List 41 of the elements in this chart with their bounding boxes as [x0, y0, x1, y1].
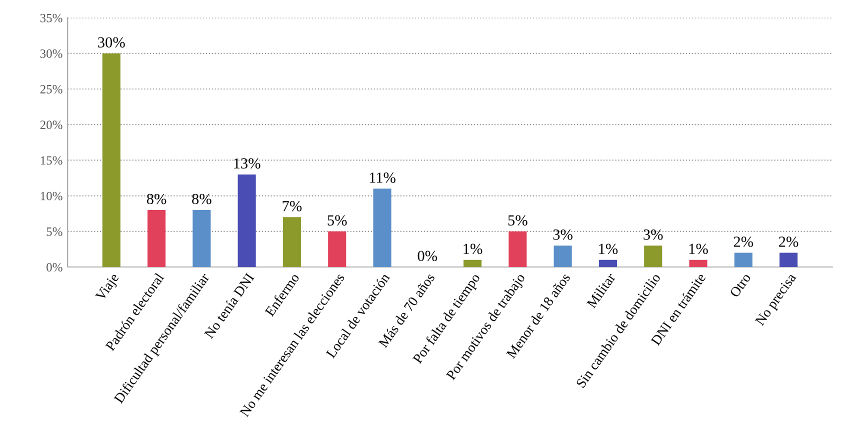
data-label: 2%	[779, 236, 798, 247]
bar	[598, 260, 617, 267]
bar	[238, 174, 256, 267]
data-label: 8%	[146, 194, 166, 204]
bar	[102, 53, 120, 267]
data-label: 5%	[328, 215, 347, 226]
bar	[373, 188, 392, 267]
y-tick-label: 15%	[40, 156, 62, 165]
y-tick-label: 0%	[46, 263, 62, 272]
bar	[780, 252, 798, 267]
data-label: 2%	[734, 236, 754, 247]
bar	[282, 217, 301, 267]
y-tick-label: 5%	[46, 227, 62, 236]
data-label: 5%	[508, 215, 528, 226]
data-label: 3%	[644, 229, 663, 240]
x-tick-label: Otro	[729, 272, 752, 298]
bar	[328, 231, 346, 267]
bar	[508, 231, 527, 267]
bar	[554, 246, 572, 267]
y-tick-label: 35%	[40, 14, 62, 22]
y-tick-label: 10%	[40, 192, 62, 200]
data-label: 8%	[192, 194, 212, 204]
data-label: 1%	[599, 244, 618, 254]
data-label: 1%	[689, 244, 708, 254]
y-tick-label: 30%	[40, 49, 62, 58]
data-label: 13%	[234, 158, 260, 169]
data-label: 7%	[282, 200, 302, 212]
y-tick-label: 25%	[40, 85, 62, 94]
bar	[464, 260, 482, 267]
bar	[689, 260, 708, 267]
bar	[148, 210, 166, 267]
data-label: 11%	[370, 172, 396, 183]
bar	[644, 246, 662, 267]
bar	[192, 210, 211, 267]
y-tick-label: 20%	[40, 120, 62, 130]
bar	[734, 252, 752, 267]
data-label: 3%	[553, 229, 572, 240]
data-label: 0%	[418, 250, 438, 262]
data-label: 30%	[98, 37, 125, 48]
data-label: 1%	[464, 244, 482, 254]
x-tick-label: Viaje	[95, 272, 122, 303]
